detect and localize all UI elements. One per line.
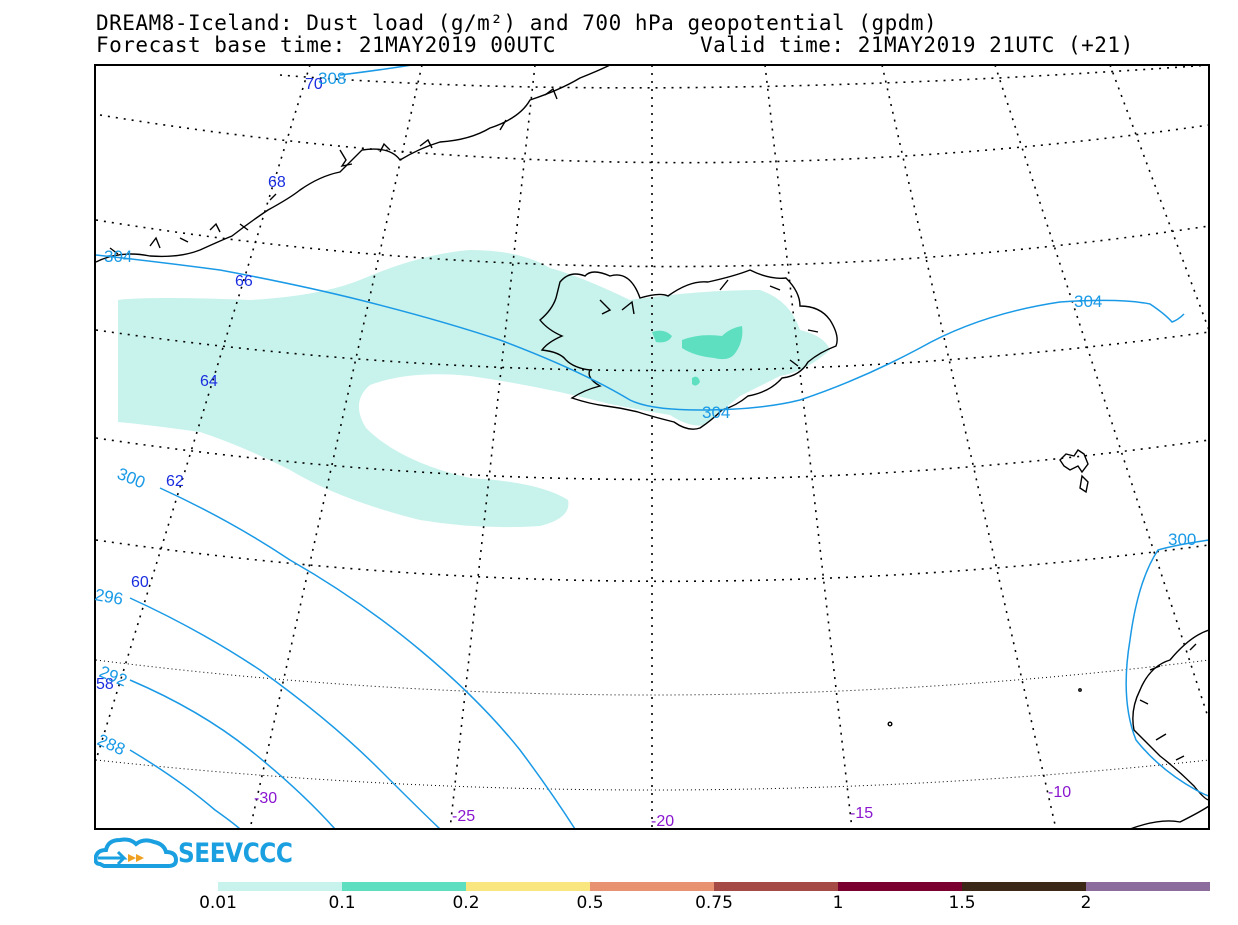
longitude-grid [95,65,1209,829]
dust-area-high [682,326,743,360]
contour-288 [129,749,241,829]
lat-label: 70 [305,76,323,93]
lon-label: -20 [651,813,674,830]
colorbar-segment [714,882,838,891]
colorbar-label: 0.01 [199,893,237,913]
lon-label: -25 [452,808,475,825]
lon-label: -15 [850,805,873,822]
contour-296 [129,597,441,829]
contour-label: 296 [93,585,124,609]
colorbar-segment [962,882,1086,891]
contour-label: 300 [1168,530,1196,549]
contour-304 [95,254,1185,411]
dust-area-low [118,250,830,528]
contour-label: 308 [318,69,346,88]
colorbar-label: 0.1 [328,893,356,913]
contour-label: 304 [702,403,730,422]
contour-292 [129,679,336,829]
lat-label: 64 [200,373,218,390]
contour-300 [159,487,576,829]
contour-308 [339,65,413,76]
colorbar-label: 1.5 [948,893,976,913]
colorbar-segment [218,882,342,891]
dust-patch [692,376,700,386]
colorbar-label: 0.75 [695,893,733,913]
contour-label: 304 [104,247,132,266]
forecast-base-time: Forecast base time: 21MAY2019 00UTC [96,33,557,57]
seevccc-logo: SEEVCCC [93,834,304,874]
lon-label: -30 [254,790,277,807]
lat-label: 66 [235,273,253,290]
colorbar-label: 0.5 [576,893,604,913]
valid-time: Valid time: 21MAY2019 21UTC (+21) [700,33,1134,57]
colorbar-segment [590,882,714,891]
logo-text: SEEVCCC [178,838,293,869]
geopotential-contours [95,65,1209,829]
map-frame [94,64,1210,830]
lat-label: 58 [96,676,114,693]
longitude-labels: -30 -25 -20 -15 -10 [254,784,1071,830]
lat-label: 68 [268,174,286,191]
contour-label: 300 [115,464,148,492]
colorbar [218,882,1210,891]
cloud-logo-icon [93,837,179,868]
lon-label: -10 [1048,784,1071,801]
colorbar-label: 2 [1080,893,1092,913]
lat-label: 62 [166,473,184,490]
map-title: DREAM8-Iceland: Dust load (g/m²) and 700… [96,11,938,35]
colorbar-label: 0.2 [452,893,480,913]
colorbar-label: 1 [832,893,844,913]
lat-label: 60 [131,574,149,591]
latitude-grid [95,65,1209,791]
colorbar-segment [1086,882,1210,891]
contour-label: 288 [94,730,128,759]
dust-patch [652,330,672,343]
contour-300-east [1125,539,1209,797]
colorbar-segment [466,882,590,891]
colorbar-segment [838,882,962,891]
contour-label: 304 [1074,292,1102,311]
colorbar-segment [342,882,466,891]
coastlines [95,65,1209,829]
latitude-labels: 70 68 66 64 62 60 58 [96,76,323,693]
